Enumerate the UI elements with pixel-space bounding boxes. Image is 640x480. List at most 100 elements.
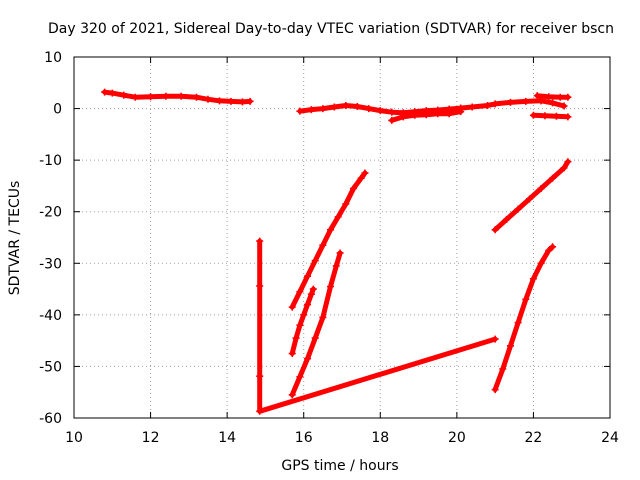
data-point [342,101,350,109]
data-point [300,311,308,319]
data-point [227,97,235,105]
data-point [491,386,499,394]
series-arc-8 [288,249,344,399]
y-tick-label: -50 [39,359,62,375]
data-point [503,215,511,223]
data-point [549,174,557,182]
y-tick-label: -30 [39,256,62,272]
data-point [526,195,534,203]
data-point [311,334,319,342]
data-point [288,303,296,311]
data-point [319,105,327,113]
data-point [549,243,557,251]
series-arc-10 [491,243,557,394]
series-line [492,244,556,393]
y-tick-label: -20 [39,205,62,221]
data-point [349,185,357,193]
x-tick-label: 18 [371,430,389,446]
data-point [541,112,549,120]
data-point [131,93,139,101]
data-point [537,185,545,193]
data-point [388,108,396,116]
data-points [101,88,572,415]
data-point [311,257,319,265]
data-point [361,169,369,177]
series-arc-7 [288,285,317,358]
x-tick-label: 20 [448,430,466,446]
data-point [506,342,514,350]
data-point [564,113,572,121]
data-point [334,213,342,221]
data-point [545,246,553,254]
data-point [353,103,361,111]
data-point [193,93,201,101]
data-point [101,88,109,96]
data-point [120,91,128,99]
data-point [215,97,223,105]
data-point [177,92,185,100]
x-tick-label: 16 [295,430,313,446]
data-point [399,113,407,121]
series-arc-5 [529,111,572,121]
data-point [288,350,296,358]
series-arc-9 [491,158,572,234]
data-point [468,103,476,111]
data-point [514,319,522,327]
data-point [256,282,264,290]
axis-ticks: 10 12 14 16 18 20 22 24 10 0 -10 -20 -30 -40 -50 -60 [39,50,619,446]
series-line [297,98,567,116]
series-arc-3 [388,108,465,124]
data-point [246,97,254,105]
series-line [102,89,253,105]
data-point [307,106,315,114]
data-point [309,285,317,293]
data-point [564,93,572,101]
data-point [529,275,537,283]
data-point [147,93,155,101]
data-point [332,262,340,270]
series-arc-6 [288,169,369,311]
data-point [292,334,300,342]
data-point [256,372,264,380]
series-isolated [256,237,499,415]
data-point [499,365,507,373]
series-line [534,93,571,100]
y-tick-label: 10 [44,50,62,66]
y-tick-label: -40 [39,308,62,324]
data-point [564,158,572,166]
data-point [296,373,304,381]
data-point [514,205,522,213]
x-axis-title: GPS time / hours [281,458,398,474]
data-point [445,110,453,118]
data-point [411,111,419,119]
series-arc-1 [101,88,254,106]
data-point [491,100,499,108]
data-point [327,282,335,290]
x-tick-label: 12 [142,430,160,446]
data-point [522,295,530,303]
series-line [530,112,571,120]
series-line [492,159,571,233]
series-arc-2 [296,97,568,117]
data-point [238,98,246,106]
data-point [434,110,442,118]
data-point [483,101,491,109]
data-point [549,99,557,107]
data-point [307,290,315,298]
x-tick-label: 22 [525,430,543,446]
data-point [304,272,312,280]
data-point [560,164,568,172]
data-point [388,116,396,124]
data-point [552,112,560,120]
chart-title: Day 320 of 2021, Sidereal Day-to-day VTE… [48,21,614,37]
data-point [319,313,327,321]
data-point [342,200,350,208]
y-tick-label: 0 [53,102,62,118]
data-point [491,335,499,343]
data-point [491,226,499,234]
y-tick-label: -10 [39,153,62,169]
plot-frame [73,56,611,419]
data-point [522,97,530,105]
data-point [537,259,545,267]
